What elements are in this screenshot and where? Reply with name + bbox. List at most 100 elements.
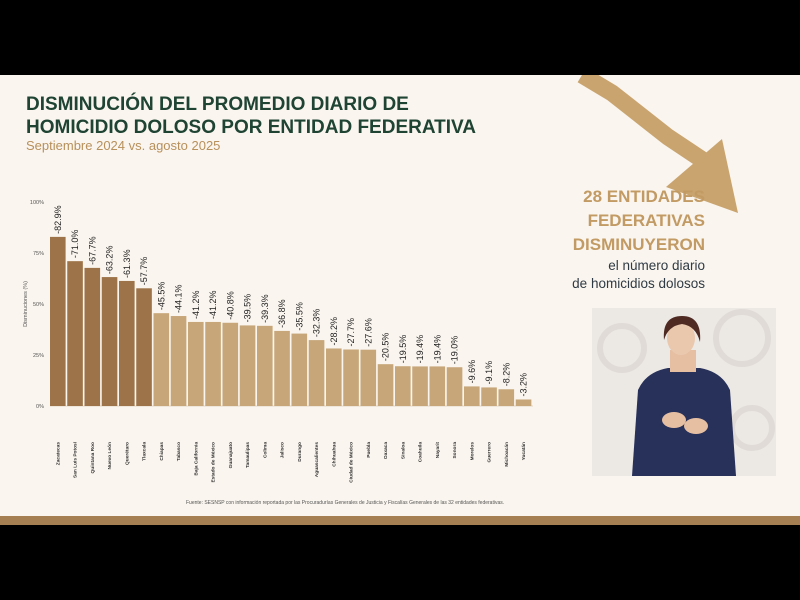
data-label: -19.5% [398,335,408,364]
data-label: -36.8% [277,299,287,328]
x-tick-label: San Luis Potosí [73,441,79,478]
y-tick-label: 100% [30,200,44,206]
bar [360,349,377,406]
x-tick-label: Estado de México [211,442,217,483]
bar [446,367,463,406]
x-tick-label: Nayarit [435,442,441,459]
bar [395,366,411,406]
x-tick-label: Michoacán [504,442,510,467]
x-tick-label: Sonora [452,442,458,459]
data-label: -35.5% [294,302,304,331]
data-label: -3.2% [519,373,529,397]
x-tick-label: Coahuila [418,442,424,463]
bar [343,349,359,406]
x-tick-label: Baja California [193,442,199,476]
bottom-band [0,516,800,525]
data-label: -41.2% [208,290,218,319]
x-tick-label: Zacatecas [55,442,61,466]
x-tick-label: Tamaulipas [245,442,251,468]
data-label: -39.5% [243,294,253,323]
chart-subtitle: Septiembre 2024 vs. agosto 2025 [26,138,221,153]
data-label: -82.9% [53,205,63,234]
y-tick-label: 50% [33,302,44,308]
x-tick-label: Colima [262,442,268,458]
x-tick-label: Quintana Roo [90,442,96,474]
y-axis-label: Disminuciones (%) [23,281,29,327]
data-label: -9.1% [484,361,494,385]
highlight-line-5: de homicidios dolosos [572,276,705,291]
x-tick-label: Morelos [469,442,475,461]
title-line-2: HOMICIDIO DOLOSO POR ENTIDAD FEDERATIVA [26,117,477,138]
bar [429,366,446,406]
bar [239,325,256,406]
highlight-line-3: DISMINUYERON [572,235,705,254]
y-tick-label: 75% [33,251,44,257]
bar [136,288,152,406]
sign-language-interpreter-video [592,308,776,476]
bar [257,325,273,406]
data-label: -19.0% [450,336,460,365]
bar [291,333,308,406]
data-label: -44.1% [174,285,184,314]
highlight-count: 28 ENTIDADES [583,187,705,206]
y-tick-label: 25% [33,353,44,359]
bar [188,321,204,406]
slide: DISMINUCIÓN DEL PROMEDIO DIARIO DE HOMIC… [0,75,800,525]
data-label: -19.4% [432,335,442,364]
bar [498,389,515,406]
bar [205,321,221,406]
data-label: -20.5% [381,333,391,362]
highlight-line-4: el número diario [608,258,705,273]
bar [67,261,83,406]
bar [515,399,532,406]
data-label: -8.2% [501,363,511,387]
x-tick-label: Durango [297,442,303,462]
bar [274,330,290,406]
data-label: -40.8% [225,291,235,320]
data-label: -71.0% [70,230,80,259]
bar [464,386,480,406]
source-note: Fuente: SESNSP con información reportada… [186,500,505,506]
bar [170,316,187,406]
data-label: -19.4% [415,335,425,364]
y-tick-label: 0% [36,404,44,410]
bar [308,340,325,406]
x-tick-label: Ciudad de México [349,442,355,483]
bar [222,322,239,406]
x-tick-label: Oaxaca [383,442,389,459]
data-label: -67.7% [87,236,97,265]
data-label: -32.3% [312,309,322,338]
x-tick-label: Querétaro [124,442,130,465]
x-tick-label: Sinaloa [400,442,406,459]
data-label: -27.6% [363,318,373,347]
chart-title: DISMINUCIÓN DEL PROMEDIO DIARIO DE HOMIC… [26,93,476,139]
data-label: -61.3% [122,249,132,278]
data-label: -27.7% [346,318,356,347]
data-label: -63.2% [105,246,115,275]
data-label: -57.7% [139,257,149,286]
highlight-line-2: FEDERATIVAS [587,211,705,230]
data-label: -45.5% [156,282,166,311]
x-tick-label: Nuevo León [107,442,113,470]
bar [119,280,135,406]
data-label: -41.2% [191,290,201,319]
x-tick-label: Guerrero [487,442,493,463]
x-tick-label: Guanajuato [228,442,234,468]
bar [50,236,66,406]
data-label: -28.2% [329,317,339,346]
bar [84,267,101,406]
x-tick-label: Puebla [366,442,372,458]
title-line-1: DISMINUCIÓN DEL PROMEDIO DIARIO DE [26,94,409,115]
x-tick-label: Aguascalientes [314,442,320,478]
bar [153,313,170,406]
x-tick-label: Chiapas [159,442,165,461]
bar [101,277,118,406]
interpreter-icon [592,308,776,476]
bar [481,387,497,406]
highlight-callout: 28 ENTIDADES FEDERATIVAS DISMINUYERON el… [500,185,705,293]
bar-chart: 0% 25% 50% 75% 100% Disminuciones (%) -82.9% Za… [23,200,533,483]
bar [412,366,428,406]
x-tick-label: Jalisco [280,442,286,458]
data-label: -9.6% [467,360,477,384]
bar [377,364,394,406]
